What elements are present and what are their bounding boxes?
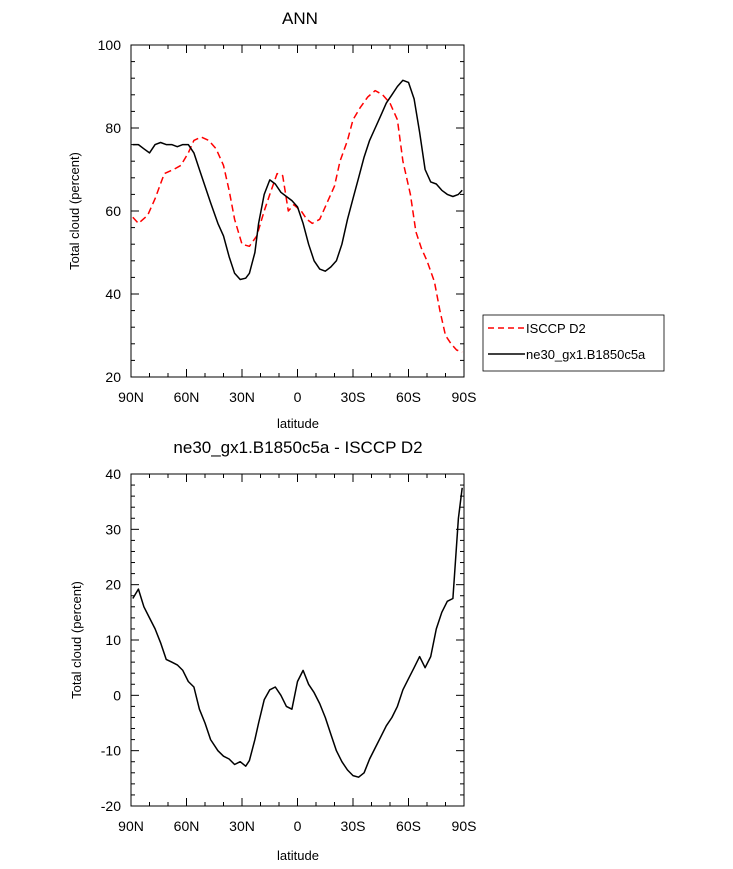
bottom-y-tick-label: 30 [105,521,121,537]
bottom-x-tick-label: 90N [118,818,144,834]
bottom-y-axis-label: Total cloud (percent) [69,581,84,699]
top-y-tick-label: 20 [105,369,121,385]
top-series-line-isccp-d2 [132,89,463,353]
legend-label-isccp: ISCCP D2 [526,321,586,336]
top-x-tick-label: 30N [229,389,255,405]
bottom-x-tick-label: 60S [396,818,421,834]
bottom-x-tick-label: 0 [294,818,302,834]
top-y-axis-label: Total cloud (percent) [67,152,82,270]
top-y-tick-label: 60 [105,203,121,219]
bottom-x-tick-label: 30N [229,818,255,834]
top-x-tick-label: 0 [294,389,302,405]
top-x-tick-label: 90N [118,389,144,405]
top-series-line-ne30-gx1-b1850c5a [132,79,463,281]
top-x-axis-label: latitude [277,416,319,431]
bottom-y-tick-label: 40 [105,466,121,482]
bottom-plot-frame [130,473,465,807]
bottom-chart-title: ne30_gx1.B1850c5a - ISCCP D2 [173,438,422,457]
legend-label-model: ne30_gx1.B1850c5a [526,347,646,362]
bottom-series-line-difference [132,487,463,778]
bottom-x-tick-label: 30S [341,818,366,834]
legend-box [482,314,665,372]
top-panel: ANN 90N 60N 30N 0 30S 60S 90S 20 40 60 80 100 lati… [67,9,665,431]
top-y-tick-label: 40 [105,286,121,302]
top-x-tick-label: 30S [341,389,366,405]
top-y-tick-label: 80 [105,120,121,136]
bottom-panel: ne30_gx1.B1850c5a - ISCCP D2 90N 60N 30N 0 3… [69,438,476,863]
top-x-tick-label: 90S [452,389,477,405]
bottom-y-tick-label: -20 [101,798,121,814]
top-plot-frame [130,44,465,378]
top-chart-title: ANN [282,9,318,28]
top-x-tick-label: 60S [396,389,421,405]
bottom-y-tick-label: 10 [105,632,121,648]
bottom-y-tick-label: 20 [105,577,121,593]
bottom-x-axis-label: latitude [277,848,319,863]
top-x-tick-label: 60N [174,389,200,405]
legend: ISCCP D2 ne30_gx1.B1850c5a [482,314,665,372]
bottom-y-tick-label: -10 [101,743,121,759]
bottom-x-tick-label: 60N [174,818,200,834]
bottom-y-tick-label: 0 [113,687,121,703]
bottom-x-tick-label: 90S [452,818,477,834]
top-y-tick-label: 100 [98,37,122,53]
